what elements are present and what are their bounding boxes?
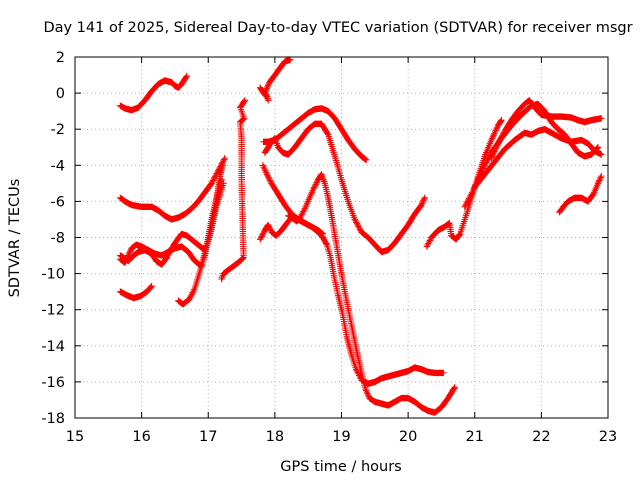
y-tick-label: -4 <box>51 158 65 174</box>
series-s5 <box>117 283 155 302</box>
y-tick-label: -2 <box>51 122 65 138</box>
y-tick-label: -10 <box>41 267 65 283</box>
series-markers <box>117 154 229 223</box>
grid-lines <box>75 57 608 418</box>
x-tick-label: 19 <box>332 429 350 445</box>
series-markers <box>461 100 602 210</box>
series-markers <box>260 105 370 164</box>
x-tick-label: 20 <box>399 429 417 445</box>
y-tick-label: -6 <box>51 194 65 210</box>
series-s18 <box>556 172 605 216</box>
series-s6 <box>175 162 227 308</box>
series-s13 <box>285 212 326 238</box>
x-tick-label: 15 <box>66 429 84 445</box>
series-s2 <box>117 154 229 223</box>
y-tick-label: -16 <box>41 375 65 391</box>
y-tick-label: -12 <box>41 303 65 319</box>
series-markers <box>259 162 447 387</box>
series-markers <box>175 162 227 308</box>
tick-labels: 15 16 17 18 19 20 21 22 2320-2-4-6-8-10-12-14-16… <box>41 50 617 445</box>
x-tick-label: 17 <box>199 429 217 445</box>
series-markers <box>117 283 155 302</box>
series-s14 <box>423 117 505 250</box>
series-markers <box>117 72 191 114</box>
y-tick-label: 0 <box>56 86 65 102</box>
series-s8 <box>257 56 294 104</box>
y-tick-label: -18 <box>41 411 65 427</box>
series-markers <box>423 117 505 250</box>
y-axis-label: SDTVAR / TECUs <box>7 179 23 298</box>
x-axis-label: GPS time / hours <box>280 459 401 475</box>
series-s15 <box>461 100 602 210</box>
series-markers <box>556 172 605 216</box>
x-tick-label: 16 <box>132 429 150 445</box>
series-markers <box>471 126 605 191</box>
series-s1 <box>117 72 191 114</box>
series-s16 <box>471 126 605 191</box>
series-s12 <box>257 171 458 416</box>
series-s17 <box>488 97 605 162</box>
series-s10 <box>261 120 428 256</box>
y-tick-label: 2 <box>56 50 65 66</box>
series-markers <box>257 56 294 104</box>
y-tick-label: -14 <box>41 339 65 355</box>
chart-title: Day 141 of 2025, Sidereal Day-to-day VTE… <box>43 20 632 36</box>
series-markers <box>488 97 605 162</box>
series-markers <box>285 212 326 238</box>
series-s9 <box>260 105 370 164</box>
series-markers <box>257 171 458 416</box>
series-s7 <box>218 97 249 283</box>
y-tick-label: -8 <box>51 231 65 247</box>
x-tick-label: 21 <box>466 429 484 445</box>
series-markers <box>261 120 428 256</box>
data-markers <box>117 56 605 416</box>
series-s11 <box>259 162 447 387</box>
axis-ticks <box>74 56 609 419</box>
series-markers <box>218 97 249 283</box>
x-tick-label: 22 <box>532 429 550 445</box>
x-tick-label: 23 <box>599 429 617 445</box>
x-tick-label: 18 <box>266 429 284 445</box>
